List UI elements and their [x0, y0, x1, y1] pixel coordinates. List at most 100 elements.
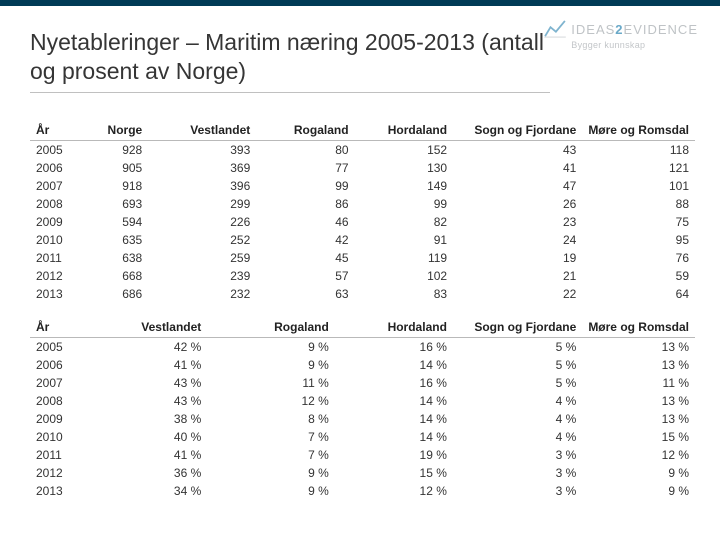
- counts-cell: 369: [148, 159, 256, 177]
- counts-row: 201368623263832264: [30, 285, 695, 303]
- percent-cell: 13 %: [582, 410, 695, 428]
- percent-cell: 42 %: [89, 338, 207, 357]
- counts-row: 20069053697713041121: [30, 159, 695, 177]
- percent-cell: 13 %: [582, 392, 695, 410]
- percent-cell: 9 %: [207, 356, 335, 374]
- counts-cell: 2005: [30, 141, 89, 160]
- counts-cell: 46: [256, 213, 354, 231]
- counts-cell: 2010: [30, 231, 89, 249]
- percent-cell: 9 %: [207, 482, 335, 500]
- counts-cell: 24: [453, 231, 582, 249]
- counts-cell: 80: [256, 141, 354, 160]
- counts-cell: 57: [256, 267, 354, 285]
- counts-cell: 76: [582, 249, 695, 267]
- percent-cell: 16 %: [335, 374, 453, 392]
- percent-cell: 41 %: [89, 356, 207, 374]
- percent-row: 201236 %9 %15 %3 %9 %: [30, 464, 695, 482]
- counts-row: 2012668239571022159: [30, 267, 695, 285]
- percent-cell: 14 %: [335, 356, 453, 374]
- percent-row: 201141 %7 %19 %3 %12 %: [30, 446, 695, 464]
- counts-cell: 47: [453, 177, 582, 195]
- percent-cell: 12 %: [207, 392, 335, 410]
- counts-cell: 82: [355, 213, 454, 231]
- counts-cell: 635: [89, 231, 148, 249]
- counts-cell: 119: [355, 249, 454, 267]
- counts-cell: 95: [582, 231, 695, 249]
- percent-cell: 4 %: [453, 392, 582, 410]
- counts-cell: 75: [582, 213, 695, 231]
- percent-cell: 5 %: [453, 338, 582, 357]
- percent-row: 201040 %7 %14 %4 %15 %: [30, 428, 695, 446]
- percent-cell: 9 %: [207, 338, 335, 357]
- percent-cell: 4 %: [453, 428, 582, 446]
- percent-cell: 12 %: [582, 446, 695, 464]
- counts-cell: 2006: [30, 159, 89, 177]
- counts-cell: 101: [582, 177, 695, 195]
- counts-cell: 2011: [30, 249, 89, 267]
- percent-cell: 14 %: [335, 410, 453, 428]
- percent-cell: 9 %: [207, 464, 335, 482]
- counts-cell: 638: [89, 249, 148, 267]
- counts-header-cell: Norge: [89, 120, 148, 141]
- counts-cell: 299: [148, 195, 256, 213]
- percent-cell: 41 %: [89, 446, 207, 464]
- counts-cell: 594: [89, 213, 148, 231]
- counts-row: 20059283938015243118: [30, 141, 695, 160]
- counts-cell: 2009: [30, 213, 89, 231]
- percent-header-cell: Sogn og Fjordane: [453, 317, 582, 338]
- percent-cell: 2011: [30, 446, 89, 464]
- percent-cell: 7 %: [207, 446, 335, 464]
- counts-cell: 22: [453, 285, 582, 303]
- counts-row: 2011638259451191976: [30, 249, 695, 267]
- percent-cell: 3 %: [453, 464, 582, 482]
- counts-cell: 149: [355, 177, 454, 195]
- percent-cell: 2008: [30, 392, 89, 410]
- counts-cell: 86: [256, 195, 354, 213]
- percent-row: 201334 %9 %12 %3 %9 %: [30, 482, 695, 500]
- percent-cell: 14 %: [335, 392, 453, 410]
- percent-cell: 38 %: [89, 410, 207, 428]
- percent-cell: 2006: [30, 356, 89, 374]
- counts-cell: 26: [453, 195, 582, 213]
- brand-name-c: EVIDENCE: [624, 22, 698, 37]
- counts-header-cell: Møre og Romsdal: [582, 120, 695, 141]
- percent-row: 200843 %12 %14 %4 %13 %: [30, 392, 695, 410]
- counts-cell: 152: [355, 141, 454, 160]
- counts-cell: 23: [453, 213, 582, 231]
- percent-cell: 13 %: [582, 356, 695, 374]
- counts-cell: 396: [148, 177, 256, 195]
- counts-cell: 686: [89, 285, 148, 303]
- counts-cell: 99: [256, 177, 354, 195]
- percent-header-cell: År: [30, 317, 89, 338]
- counts-cell: 2012: [30, 267, 89, 285]
- top-accent-bar: [0, 0, 720, 6]
- counts-cell: 2008: [30, 195, 89, 213]
- percent-cell: 2009: [30, 410, 89, 428]
- counts-cell: 45: [256, 249, 354, 267]
- percent-header-cell: Møre og Romsdal: [582, 317, 695, 338]
- counts-cell: 19: [453, 249, 582, 267]
- table-percent: ÅrVestlandetRogalandHordalandSogn og Fjo…: [30, 317, 695, 500]
- counts-cell: 226: [148, 213, 256, 231]
- counts-cell: 259: [148, 249, 256, 267]
- counts-header-cell: Rogaland: [256, 120, 354, 141]
- percent-cell: 7 %: [207, 428, 335, 446]
- percent-row: 200641 %9 %14 %5 %13 %: [30, 356, 695, 374]
- brand-name: IDEAS2EVIDENCE: [571, 22, 698, 37]
- counts-cell: 905: [89, 159, 148, 177]
- counts-header-cell: År: [30, 120, 89, 141]
- percent-cell: 11 %: [207, 374, 335, 392]
- percent-cell: 19 %: [335, 446, 453, 464]
- counts-cell: 393: [148, 141, 256, 160]
- percent-cell: 2010: [30, 428, 89, 446]
- counts-cell: 232: [148, 285, 256, 303]
- percent-row: 200743 %11 %16 %5 %11 %: [30, 374, 695, 392]
- counts-cell: 118: [582, 141, 695, 160]
- counts-cell: 102: [355, 267, 454, 285]
- counts-cell: 91: [355, 231, 454, 249]
- counts-cell: 2013: [30, 285, 89, 303]
- counts-cell: 21: [453, 267, 582, 285]
- percent-cell: 34 %: [89, 482, 207, 500]
- percent-header-cell: Vestlandet: [89, 317, 207, 338]
- percent-cell: 43 %: [89, 392, 207, 410]
